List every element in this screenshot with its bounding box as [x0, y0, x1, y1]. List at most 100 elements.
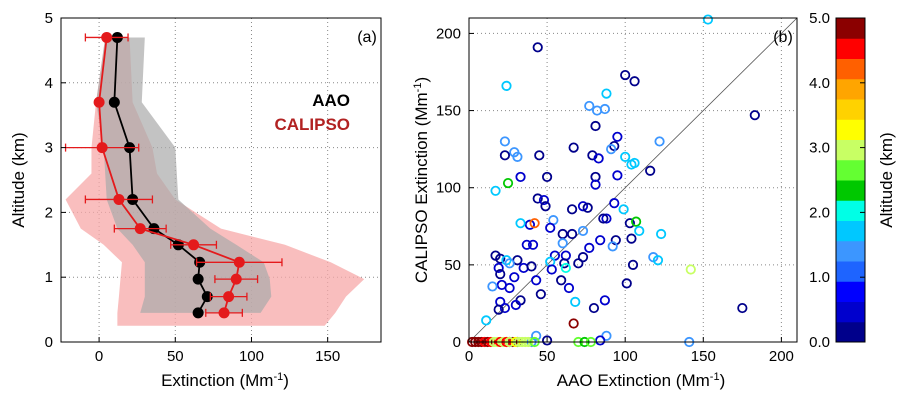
scatter-point-80 [526, 261, 537, 272]
scatter-point-95 [570, 296, 581, 307]
point-calipso-4 [188, 239, 200, 251]
scatter-point-20 [534, 150, 545, 161]
scatter-point-37 [577, 201, 589, 212]
scatter-point-14 [499, 136, 511, 147]
colorbar-block-4 [836, 240, 865, 262]
colorbar-block-10 [836, 119, 865, 140]
scatter-point-55 [656, 228, 667, 240]
scatter-xtick-label-4: 200 [769, 348, 794, 365]
scatter-point-75 [559, 258, 570, 269]
colorbar-block-0 [836, 321, 865, 343]
scatter-point-77 [627, 259, 639, 270]
scatter-point-45 [524, 219, 536, 230]
scatter-point-92 [621, 278, 632, 289]
scatter-point-56 [626, 233, 637, 244]
point-calipso-3 [233, 256, 245, 268]
colorbar-frame [835, 17, 866, 343]
scatter-point-60 [584, 242, 595, 253]
scatter-plot-frame [468, 17, 798, 343]
colorbar-tick-label-0: 0.0 [809, 334, 830, 351]
scatter-y-axis-label-end: ) [412, 77, 431, 83]
colorbar-block-11 [836, 99, 865, 120]
profile-ytick-label-2: 2 [45, 204, 53, 221]
profile-y-axis-label: Altitude (km) [9, 132, 28, 227]
scatter-ytick-label-4: 200 [436, 25, 461, 42]
scatter-point-103 [481, 315, 492, 326]
point-calipso-9 [101, 31, 113, 43]
scatter-point-93 [535, 289, 546, 300]
profile-ytick-label-4: 4 [45, 75, 53, 92]
scatter-point-4 [501, 80, 512, 91]
scatter-point-102 [737, 302, 748, 314]
scatter-x-axis-label-main: AAO Extinction (Mm [557, 371, 710, 390]
scatter-point-27 [515, 171, 526, 183]
scatter-ytick-label-2: 100 [436, 180, 461, 197]
scatter-point-81 [560, 262, 571, 274]
colorbar-tick-label-4: 4.0 [809, 75, 830, 92]
colorbar-block-5 [836, 220, 865, 242]
scatter-point-6 [749, 110, 760, 121]
profile-chart: 0 50 100 150 0 1 2 3 4 5 (a) AAO CALIPSO Extincti… [9, 10, 382, 390]
scatter-point-13 [606, 144, 617, 155]
scatter-point-100 [510, 299, 521, 311]
scatter-point-70 [495, 253, 506, 264]
scatter-point-78 [493, 262, 504, 274]
scatter-point-10 [590, 120, 601, 132]
profile-xtick-label-0: 0 [95, 348, 103, 365]
colorbar-tick-label-2: 2.0 [809, 204, 830, 221]
scatter-xtick-label-3: 150 [691, 348, 716, 365]
colorbar-block-15 [836, 18, 865, 39]
band-aao [96, 37, 272, 313]
colorbar-tick-label-5: 5.0 [809, 10, 830, 27]
scatter-point-18 [654, 136, 665, 147]
point-aao-0 [192, 307, 204, 319]
scatter-point-1 [532, 42, 543, 53]
scatter-point-94 [599, 295, 610, 306]
scatter-xtick-label-0: 0 [465, 348, 473, 365]
scatter-xtick-label-2: 100 [613, 348, 638, 365]
scatter-y-axis-label: CALIPSO Extinction (Mm-1) [412, 77, 431, 283]
scatter-point-3 [629, 76, 640, 87]
scatter-point-86 [531, 275, 542, 286]
scatter-point-23 [620, 151, 631, 162]
scatter-point-42 [601, 213, 612, 224]
scatter-point-40 [609, 198, 620, 209]
point-calipso-7 [96, 142, 108, 154]
scatter-point-49 [529, 218, 540, 229]
scatter-point-32 [490, 185, 501, 196]
scatter-x-axis-label-end: ) [720, 371, 726, 390]
scatter-point-98 [499, 302, 511, 314]
colorbar-block-12 [836, 78, 865, 100]
scatter-point-11 [612, 131, 623, 142]
scatter-point-22 [593, 153, 604, 164]
colorbar-block-14 [836, 38, 865, 59]
point-calipso-5 [134, 223, 146, 235]
profile-panel-label: (a) [357, 29, 377, 46]
colorbar-label: Altitude (km) [877, 132, 896, 227]
profile-x-axis-label: Extinction (Mm-1) [161, 371, 289, 390]
scatter-point-73 [504, 258, 515, 269]
scatter-point-87 [556, 275, 567, 286]
point-calipso-2 [230, 273, 242, 285]
scatter-point-53 [577, 225, 589, 237]
profile-xtick-label-1: 50 [167, 348, 184, 365]
point-aao-2 [192, 273, 204, 285]
scatter-ticks: 0 50 100 150 200 0 50 100 150 200 [436, 25, 794, 365]
scatter-point-61 [521, 239, 532, 250]
colorbar-tick-label-1: 1.0 [809, 269, 830, 286]
scatter-point-71 [501, 255, 512, 266]
profile-ytick-label-1: 1 [45, 269, 53, 286]
scatter-points [467, 14, 760, 348]
profile-plot-frame [60, 17, 382, 343]
scatter-point-9 [591, 105, 603, 116]
scatter-point-76 [573, 258, 584, 269]
scatter-panel-label: (b) [773, 29, 793, 46]
scatter-ytick-label-3: 150 [436, 103, 461, 120]
profile-ytick-label-3: 3 [45, 140, 53, 157]
profile-ytick-label-0: 0 [45, 334, 53, 351]
scatter-point-28 [541, 171, 553, 183]
scatter-chart: 0 50 100 150 200 0 50 100 150 200 (b) AAO Extinct… [412, 14, 798, 390]
scatter-point-39 [566, 204, 578, 215]
scatter-point-25 [629, 157, 640, 169]
